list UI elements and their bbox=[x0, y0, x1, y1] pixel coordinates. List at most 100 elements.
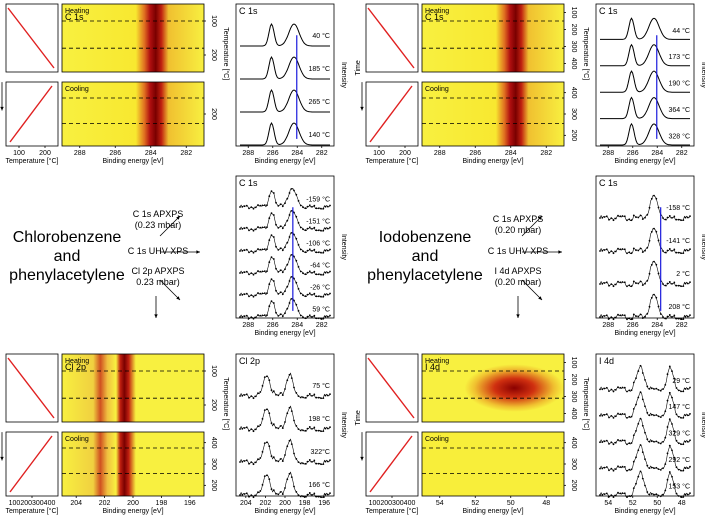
heatmap-title: C 1s bbox=[65, 12, 84, 22]
time-temp-tick-label: 200 bbox=[39, 150, 51, 157]
time-temp-tick-label: 100200300400 bbox=[369, 500, 416, 507]
time-heating-panel bbox=[365, 353, 419, 423]
br-spectra-trace bbox=[599, 418, 691, 445]
heat-temp-axis-label: Temperature [°C] bbox=[582, 377, 590, 430]
heatmap-title: C 1s bbox=[425, 12, 444, 22]
tr-spectra-trace bbox=[600, 122, 690, 146]
heatmap-be-tick-label: 196 bbox=[184, 500, 196, 507]
tl-spectra-temp-label: 40 °C bbox=[312, 32, 330, 40]
right-arrow-i4d-head bbox=[516, 314, 520, 318]
tl-spectra-be-tick-label: 288 bbox=[242, 150, 254, 157]
time-temp-label: Temperature [°C] bbox=[366, 157, 419, 165]
heat-temp-tick-label: 100 bbox=[210, 365, 217, 377]
cool-temp-tick-label: 300 bbox=[570, 108, 577, 120]
right-title-line2: and bbox=[411, 248, 439, 265]
heatmap-heating bbox=[61, 353, 205, 423]
tl-spectra-temp-label: 140 °C bbox=[309, 131, 330, 139]
ml-spectra-be-tick-label: 284 bbox=[291, 322, 303, 329]
br-spectra-temp-label: 153 °C bbox=[669, 482, 690, 490]
ml-spectra-temp-label: -64 °C bbox=[310, 262, 330, 270]
heating-label: Heating bbox=[425, 8, 449, 15]
tl-spectra-be-tick-label: 286 bbox=[267, 150, 279, 157]
left-title-line1: Chlorobenzene bbox=[12, 229, 122, 246]
tr-spectra-be-label: Binding energy [eV] bbox=[614, 158, 675, 165]
heat-temp-tick-label: 200 bbox=[570, 24, 577, 36]
cool-temp-tick-label: 300 bbox=[570, 458, 577, 470]
tr-spectra-intensity-label: Intensity bbox=[700, 62, 705, 89]
mr-spectra-trace bbox=[599, 195, 691, 221]
ml-spectra-temp-label: -106 °C bbox=[306, 240, 330, 248]
right-arrow-up bbox=[521, 215, 543, 237]
ml-spectra-be-tick-label: 286 bbox=[267, 322, 279, 329]
tr-spectra-temp-label: 364 °C bbox=[669, 106, 690, 114]
time-temp-label: Temperature [°C] bbox=[6, 507, 59, 515]
bl-spectra-trace bbox=[239, 405, 331, 432]
cooling-label: Cooling bbox=[425, 86, 449, 93]
ml-spectra-temp-label: 59 °C bbox=[312, 306, 330, 314]
heat-temp-tick-label: 200 bbox=[210, 399, 217, 411]
cooling-ramp bbox=[369, 435, 413, 493]
heat-temp-tick-label: 100 bbox=[570, 7, 577, 19]
mr-spectra-be-tick-label: 288 bbox=[602, 322, 614, 329]
heat-temp-tick-label: 400 bbox=[570, 408, 577, 420]
time-arrow-head bbox=[0, 456, 4, 461]
heat-temp-tick-label: 200 bbox=[570, 374, 577, 386]
heatmap-be-label: Binding energy [eV] bbox=[102, 158, 163, 165]
br-spectra-trace bbox=[599, 470, 691, 498]
heatmap-heating bbox=[421, 3, 565, 73]
ml-spectra-be-tick-label: 288 bbox=[242, 322, 254, 329]
ml-spectra-frame bbox=[235, 175, 335, 319]
ml-spectra-trace bbox=[239, 254, 331, 276]
ml-spectra-intensity-label: Intensity bbox=[340, 234, 347, 261]
heating-label: Heating bbox=[425, 358, 449, 365]
heatmap-be-label: Binding energy [eV] bbox=[462, 508, 523, 515]
br-spectra-title: I 4d bbox=[599, 356, 614, 366]
time-arrow-head bbox=[360, 456, 364, 461]
time-temp-tick-label: 100200300400 bbox=[9, 500, 56, 507]
tl-spectra-be-tick-label: 282 bbox=[316, 150, 328, 157]
right-i4d-apxps: I 4d APXPS (0.20 mbar) bbox=[494, 266, 542, 287]
tl-spectra-trace bbox=[240, 121, 330, 146]
bl-spectra-trace bbox=[239, 438, 331, 465]
mr-spectra-be-tick-label: 282 bbox=[676, 322, 688, 329]
mr-spectra-title: C 1s bbox=[599, 178, 618, 188]
right-title-line3: phenylacetylene bbox=[367, 267, 483, 284]
tr-spectra-temp-label: 190 °C bbox=[669, 80, 690, 88]
cooling-ramp bbox=[9, 85, 53, 143]
mr-spectra-trace bbox=[599, 228, 691, 254]
ml-spectra-temp-label: -26 °C bbox=[310, 284, 330, 292]
ml-spectra-temp-label: -159 °C bbox=[306, 196, 330, 204]
br-spectra-be-tick-label: 48 bbox=[678, 500, 686, 507]
heatmap-be-tick-label: 200 bbox=[127, 500, 139, 507]
right-title-line1: Iodobenzene bbox=[378, 229, 472, 246]
left-arrow-mid-head bbox=[196, 250, 200, 254]
tl-spectra-trace bbox=[240, 22, 330, 47]
br-spectra-temp-label: 329 °C bbox=[669, 430, 690, 438]
right-c1s-uhv: C 1s UHV XPS bbox=[487, 246, 549, 256]
heatmap-be-tick-label: 202 bbox=[99, 500, 111, 507]
time-axis-label: Time bbox=[0, 60, 2, 75]
heating-label: Heating bbox=[65, 358, 89, 365]
bl-spectra-temp-label: 75 °C bbox=[312, 382, 330, 390]
time-arrow-head bbox=[360, 106, 364, 111]
time-axis-label: Time bbox=[0, 410, 2, 425]
heatmap-be-tick-label: 288 bbox=[74, 150, 86, 157]
tl-spectra-temp-label: 265 °C bbox=[309, 98, 330, 106]
br-spectra-be-tick-label: 54 bbox=[604, 500, 612, 507]
bl-spectra-title: Cl 2p bbox=[239, 356, 260, 366]
ml-spectra-trace bbox=[239, 210, 331, 232]
heating-label: Heating bbox=[65, 8, 89, 15]
ml-spectra-be-tick-label: 282 bbox=[316, 322, 328, 329]
heatmap-cooling bbox=[421, 431, 565, 497]
cooling-ramp bbox=[9, 435, 53, 493]
right-title: Iodobenzene and phenylacetylene bbox=[360, 228, 490, 285]
mr-spectra-intensity-label: Intensity bbox=[700, 234, 705, 261]
bl-spectra-temp-label: 322°C bbox=[310, 448, 330, 456]
br-spectra-temp-label: 147 °C bbox=[669, 403, 690, 411]
br-spectra-be-tick-label: 52 bbox=[629, 500, 637, 507]
br-spectra-trace bbox=[599, 444, 691, 472]
left-c1s-uhv: C 1s UHV XPS bbox=[127, 246, 189, 256]
heat-temp-axis-label: Temperature [°C] bbox=[222, 27, 230, 80]
heatmap-cooling bbox=[61, 431, 205, 497]
right-arrow-up-head bbox=[538, 216, 542, 220]
